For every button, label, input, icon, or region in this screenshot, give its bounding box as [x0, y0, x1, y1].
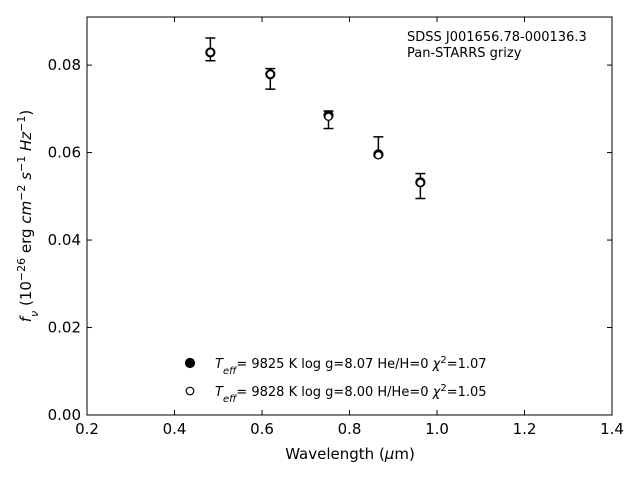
- y-axis-label: fν (10−26 erg cm−2 s−1 Hz−1): [15, 110, 41, 323]
- legend-marker-filled: [184, 357, 196, 369]
- plot-frame: [86, 16, 613, 416]
- model-point-open: [266, 70, 275, 79]
- y-tick-label: 0.06: [48, 144, 81, 162]
- model-point-open: [324, 112, 333, 121]
- annotation-object-name: SDSS J001656.78-000136.3: [407, 30, 587, 45]
- legend-marker-open: [185, 386, 195, 396]
- x-tick-label: 1.0: [425, 420, 449, 438]
- annotation-survey: Pan-STARRS grizy: [407, 46, 522, 61]
- x-tick-label: 0.8: [338, 420, 362, 438]
- model-point-open: [206, 48, 215, 57]
- x-tick-label: 1.4: [600, 420, 624, 438]
- y-tick-label: 0.02: [48, 319, 81, 337]
- legend-entry: Teff= 9825 K log g=8.07 He/H=0 χ2=1.07: [215, 355, 487, 377]
- x-axis-label: Wavelength (μm): [285, 445, 415, 463]
- data-points: [205, 47, 426, 188]
- model-point-open: [416, 178, 425, 187]
- y-tick-label: 0.04: [48, 231, 81, 249]
- x-tick-label: 0.6: [250, 420, 274, 438]
- x-tick-label: 0.4: [163, 420, 187, 438]
- x-tick-label: 1.2: [513, 420, 537, 438]
- model-point-open: [374, 151, 383, 160]
- x-tick-label: 0.2: [75, 420, 99, 438]
- axis-tick-labels: 0.2 0.4 0.6 0.8 1.0 1.2 1.4 0.00 0.02 0.04 0.06 0.0…: [48, 56, 624, 438]
- y-tick-label: 0.08: [48, 56, 81, 74]
- y-tick-label: 0.00: [48, 406, 81, 424]
- legend: Teff= 9825 K log g=8.07 He/H=0 χ2=1.07 Te…: [184, 355, 487, 405]
- legend-entry: Teff= 9828 K log g=8.00 H/He=0 χ2=1.05: [215, 383, 487, 405]
